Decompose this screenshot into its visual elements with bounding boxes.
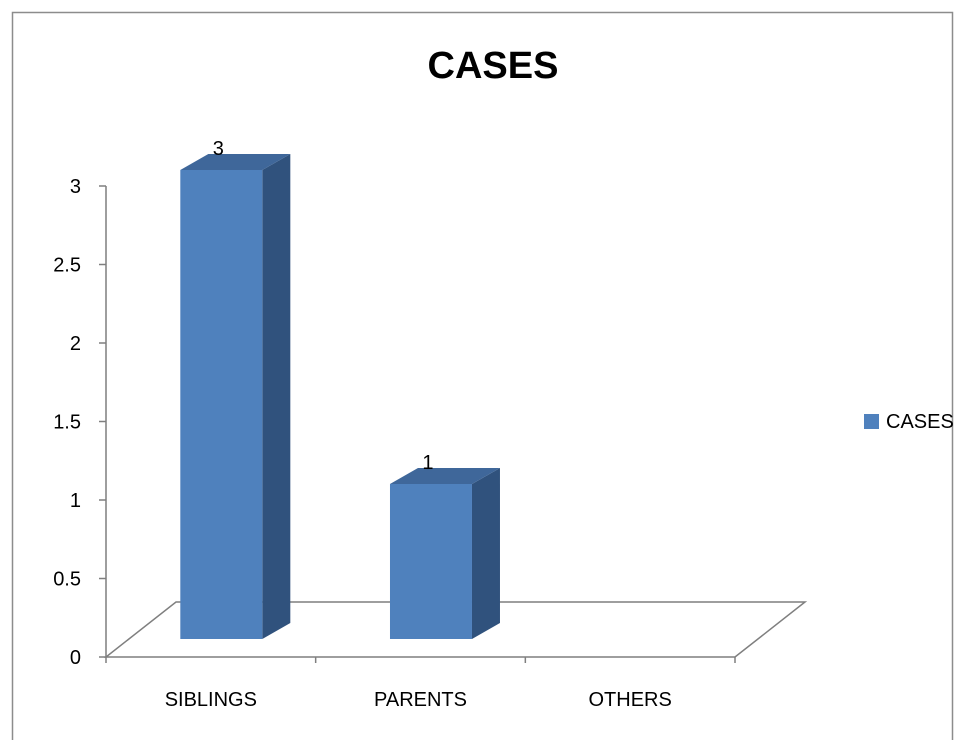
data-labels: 31 <box>213 138 434 474</box>
data-label: 1 <box>422 452 433 474</box>
x-tick-label: OTHERS <box>588 689 671 711</box>
chart-title: CASES <box>428 45 559 87</box>
bar-top <box>389 468 500 484</box>
legend-swatch <box>864 414 879 429</box>
data-label: 3 <box>213 138 224 160</box>
x-tick-label: SIBLINGS <box>165 689 257 711</box>
y-tick-label: 1 <box>70 490 81 512</box>
x-tick-label: PARENTS <box>374 689 467 711</box>
bar <box>389 484 472 639</box>
bar-top <box>180 154 291 170</box>
bar-side <box>262 154 291 639</box>
y-tick-labels: 0 0.5 1 1.5 2 2.5 3 <box>53 176 81 669</box>
legend-label: CASES <box>886 411 954 433</box>
y-tick-label: 0.5 <box>53 569 81 591</box>
bars <box>180 154 500 639</box>
y-axis <box>99 185 107 658</box>
bar-side <box>471 468 500 639</box>
y-tick-label: 3 <box>70 176 81 198</box>
y-tick-label: 2.5 <box>53 255 81 277</box>
y-tick-label: 0 <box>70 647 81 669</box>
bar <box>180 170 263 639</box>
y-tick-label: 2 <box>70 333 81 355</box>
x-tick-labels: SIBLINGS PARENTS OTHERS <box>165 689 672 711</box>
chart-floor <box>103 601 808 663</box>
legend: CASES <box>864 411 954 433</box>
y-tick-label: 1.5 <box>53 412 81 434</box>
